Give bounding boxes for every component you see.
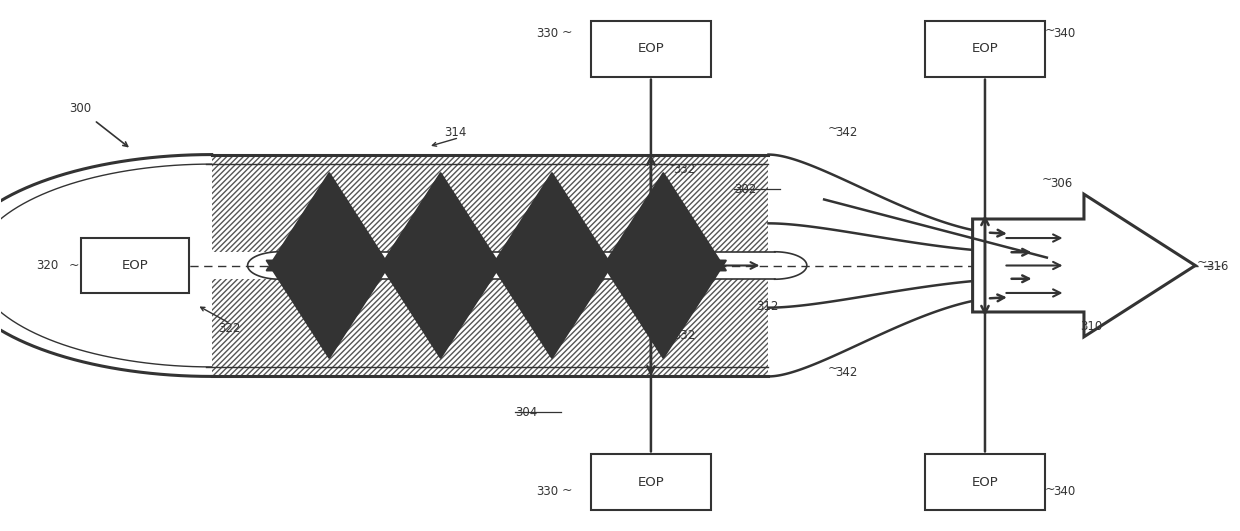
Text: EOP: EOP xyxy=(122,259,149,272)
Text: 340: 340 xyxy=(1053,27,1075,40)
Polygon shape xyxy=(972,194,1195,337)
FancyBboxPatch shape xyxy=(591,21,711,76)
Text: EOP: EOP xyxy=(637,42,665,55)
Text: 300: 300 xyxy=(69,102,92,115)
Text: 320: 320 xyxy=(36,259,58,272)
Text: 332: 332 xyxy=(673,329,696,342)
Text: EOP: EOP xyxy=(972,42,998,55)
Text: 302: 302 xyxy=(734,183,756,195)
Text: ~: ~ xyxy=(68,259,78,272)
Text: EOP: EOP xyxy=(972,476,998,489)
Bar xyxy=(212,156,769,252)
Text: ~: ~ xyxy=(562,25,573,39)
Text: ~: ~ xyxy=(562,484,573,496)
Text: ~: ~ xyxy=(666,159,676,172)
Text: 306: 306 xyxy=(1050,177,1073,190)
FancyBboxPatch shape xyxy=(925,455,1045,510)
Text: 308: 308 xyxy=(673,285,696,297)
Text: 330: 330 xyxy=(536,485,558,498)
Text: ~: ~ xyxy=(1197,255,1207,269)
FancyBboxPatch shape xyxy=(81,238,190,293)
Text: EOP: EOP xyxy=(637,476,665,489)
Text: 310: 310 xyxy=(1080,320,1102,333)
Text: 304: 304 xyxy=(515,406,537,419)
Bar xyxy=(212,279,769,375)
Text: 342: 342 xyxy=(836,366,858,380)
Text: ~: ~ xyxy=(666,280,676,293)
FancyBboxPatch shape xyxy=(591,455,711,510)
Text: 322: 322 xyxy=(218,322,241,335)
Text: 342: 342 xyxy=(836,126,858,139)
FancyBboxPatch shape xyxy=(925,21,1045,76)
Text: ~: ~ xyxy=(1042,173,1053,186)
Text: 314: 314 xyxy=(444,126,466,139)
Text: ~: ~ xyxy=(1044,483,1055,495)
Text: ~: ~ xyxy=(828,122,838,135)
Text: 316: 316 xyxy=(1207,260,1229,273)
Text: 340: 340 xyxy=(1053,485,1075,498)
Text: 312: 312 xyxy=(756,301,779,313)
Text: ~: ~ xyxy=(828,362,838,375)
Text: ~: ~ xyxy=(1044,24,1055,37)
Text: ~: ~ xyxy=(666,325,676,338)
Text: 332: 332 xyxy=(673,163,696,176)
Text: 330: 330 xyxy=(536,27,558,40)
